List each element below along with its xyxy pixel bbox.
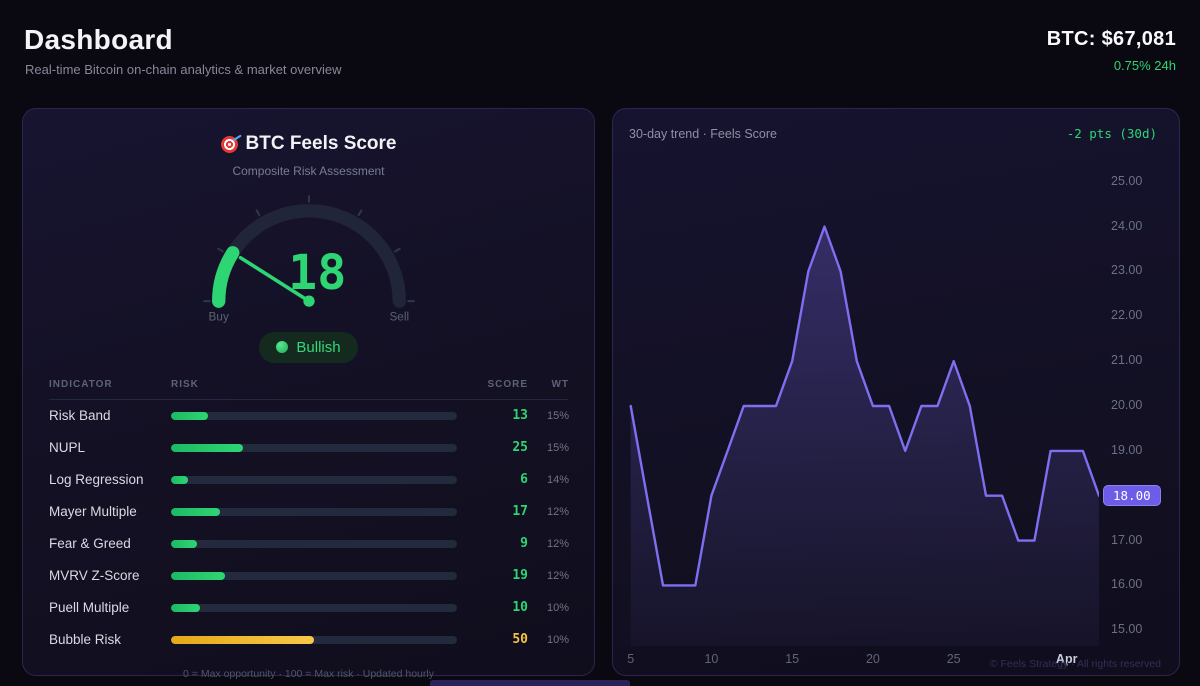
x-axis-label: 5 [627, 652, 635, 666]
indicator-row: NUPL 25 15% [49, 432, 569, 464]
target-icon [220, 134, 242, 153]
indicator-score: 17 [512, 504, 528, 519]
indicator-label: Risk Band [49, 408, 111, 423]
risk-bar [171, 571, 457, 580]
watermark: © Feels Strategy · All rights reserved [989, 658, 1161, 670]
y-axis-label: 20.00 [1111, 398, 1143, 412]
indicator-weight: 14% [546, 473, 569, 486]
indicator-weight: 15% [546, 409, 569, 422]
trend-panel: 30-day trend · Feels Score -2 pts (30d) … [612, 108, 1180, 676]
page-title: Dashboard [24, 24, 173, 55]
score-panel-subtitle: Composite Risk Assessment [232, 163, 385, 178]
indicator-score: 10 [512, 600, 528, 615]
risk-bar [171, 539, 457, 548]
trend-chart [629, 225, 1099, 646]
indicator-table-header: INDICATOR RISK SCORE WT [49, 379, 568, 400]
svg-text:18: 18 [288, 244, 346, 300]
indicator-score: 25 [512, 440, 528, 455]
bottom-strip [430, 680, 630, 686]
risk-bar [171, 475, 457, 484]
indicator-label: Mayer Multiple [49, 504, 137, 519]
indicator-weight: 12% [546, 505, 569, 518]
feels-score-gauge: 18 Buy Sell [49, 186, 568, 326]
indicator-label: Puell Multiple [49, 600, 130, 615]
indicator-score: 13 [512, 408, 528, 423]
indicator-label: Bubble Risk [49, 632, 122, 647]
risk-bar [171, 411, 457, 420]
indicator-row: Fear & Greed 9 12% [49, 528, 569, 560]
indicator-label: Fear & Greed [49, 536, 131, 551]
trend-header: 30-day trend · Feels Score -2 pts (30d) [629, 126, 1157, 141]
indicator-row: Puell Multiple 10 10% [49, 592, 569, 624]
indicator-weight: 12% [546, 537, 569, 550]
current-value-badge: 18.00 [1103, 484, 1161, 506]
risk-bar [171, 443, 457, 452]
btc-change: 0.75% 24h [1113, 58, 1176, 73]
svg-text:Sell: Sell [389, 310, 409, 323]
trend-delta: -2 pts (30d) [1066, 126, 1157, 141]
green-dot-icon [276, 341, 289, 353]
indicator-weight: 15% [546, 441, 569, 454]
risk-bar [171, 603, 457, 612]
y-axis-label: 16.00 [1111, 577, 1143, 592]
x-axis-label: 20 [865, 652, 880, 666]
indicator-weight: 12% [546, 569, 569, 582]
y-axis-label: 19.00 [1111, 442, 1143, 457]
btc-price-block: BTC: $67,081 0.75% 24h [1047, 28, 1176, 73]
score-panel-title: BTC Feels Score [220, 133, 397, 155]
risk-bar [171, 507, 457, 516]
indicator-label: NUPL [49, 440, 86, 455]
app-header: Dashboard Real-time Bitcoin on-chain ana… [0, 0, 1200, 100]
y-axis-label: 15.00 [1111, 622, 1143, 637]
y-axis-label: 22.00 [1111, 308, 1143, 323]
trend-title: 30-day trend · Feels Score [629, 126, 777, 141]
indicator-row: Mayer Multiple 17 12% [49, 496, 569, 528]
indicator-score: 50 [512, 632, 528, 647]
indicator-row: Risk Band 13 15% [49, 400, 569, 432]
btc-price: BTC: $67,081 [1046, 28, 1176, 50]
column-header: SCORE [487, 378, 528, 390]
indicator-row: Bubble Risk 50 10% [49, 624, 569, 656]
indicator-score: 6 [520, 472, 528, 487]
svg-text:Buy: Buy [208, 310, 228, 323]
indicator-table: INDICATOR RISK SCORE WT Risk Band 13 15% NUPL 2… [49, 379, 569, 656]
column-header: INDICATOR [49, 378, 113, 390]
x-axis-label: 10 [704, 652, 719, 666]
sentiment-label: Bullish [296, 338, 341, 356]
y-axis-label: 21.00 [1111, 353, 1143, 368]
y-axis-label: 17.00 [1111, 532, 1143, 547]
score-panel-title-text: BTC Feels Score [245, 133, 397, 154]
indicator-label: MVRV Z-Score [49, 568, 140, 583]
indicator-row: MVRV Z-Score 19 12% [49, 560, 569, 592]
page-subtitle: Real-time Bitcoin on-chain analytics & m… [25, 62, 342, 77]
indicator-weight: 10% [546, 601, 569, 614]
indicator-weight: 10% [546, 633, 569, 646]
y-axis-label: 25.00 [1111, 173, 1143, 188]
y-axis-label: 23.00 [1111, 263, 1143, 278]
x-axis-label: 25 [946, 652, 961, 666]
indicator-score: 9 [520, 536, 528, 551]
sentiment-badge: Bullish [259, 331, 358, 363]
x-axis-label: 15 [785, 652, 800, 666]
column-header: WT [551, 378, 569, 390]
table-footnote: 0 = Max opportunity · 100 = Max risk · U… [183, 667, 434, 680]
y-axis-label: 24.00 [1111, 218, 1143, 233]
indicator-row: Log Regression 6 14% [49, 464, 569, 496]
indicator-score: 19 [512, 568, 528, 583]
risk-bar [171, 635, 457, 644]
indicator-label: Log Regression [49, 472, 144, 487]
column-header: RISK [171, 378, 199, 390]
x-axis-label: Apr [1055, 652, 1078, 666]
feels-score-panel: BTC Feels Score Composite Risk Assessmen… [22, 108, 595, 680]
